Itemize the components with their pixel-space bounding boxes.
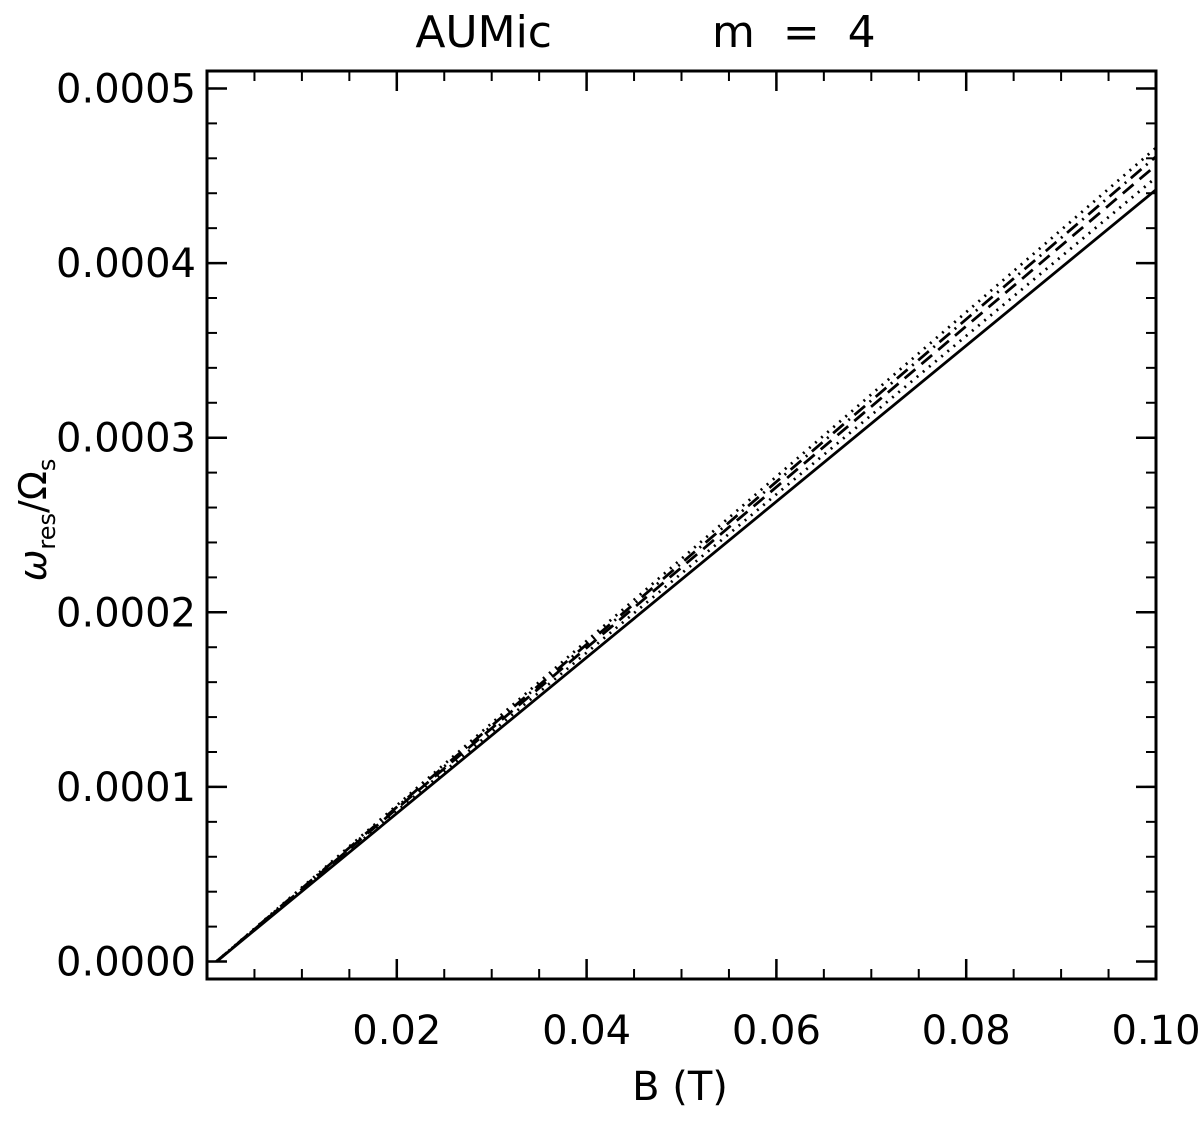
y-tick-label: 0.0004 [56,241,196,287]
plot-frame [205,69,1158,981]
y-tick-label: 0.0000 [56,940,196,986]
x-tick-label: 0.06 [732,1008,821,1054]
series-layer [215,146,1157,963]
series-line-3-dashed [215,164,1157,963]
x-tick-label: 0.08 [922,1008,1011,1054]
x-tick-label: 0.10 [1111,1008,1200,1054]
chart-title-star: AUMic [415,7,552,58]
ticks-layer [207,71,1158,979]
x-tick-label: 0.04 [542,1008,631,1054]
tick-labels-layer: 0.02 0.04 0.06 0.08 0.10 0.0000 0.0001 0.0002 0.… [56,66,1200,1054]
chart-title-mode: m = 4 [712,7,876,58]
y-tick-label: 0.0005 [56,66,196,112]
series-line-1-solid [215,188,1157,963]
y-tick-label: 0.0003 [56,416,196,462]
series-line-4-dashdot [215,155,1157,963]
x-tick-label: 0.02 [352,1008,441,1054]
series-line-5-dotted [215,146,1157,963]
x-axis-label: B (T) [632,1064,728,1110]
y-tick-label: 0.0001 [56,765,196,811]
y-axis-label: ωres/Ωs [11,459,61,582]
y-tick-label: 0.0002 [56,590,196,636]
